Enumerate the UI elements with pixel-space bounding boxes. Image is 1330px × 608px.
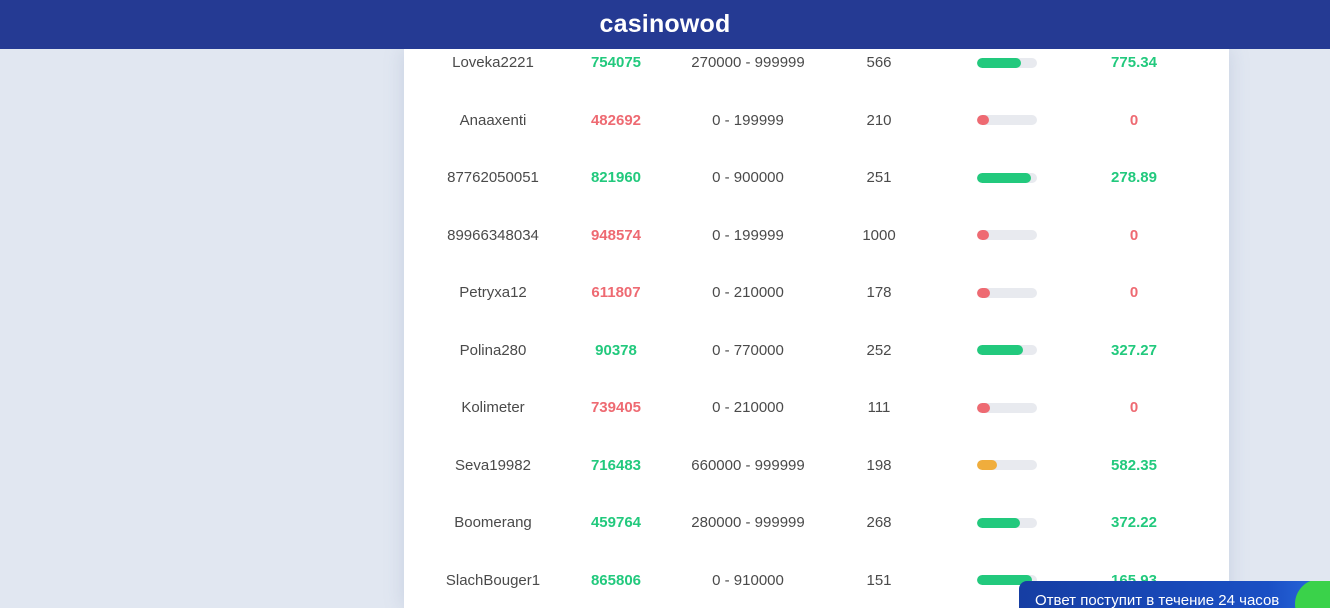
bet-amount: 252 — [866, 341, 892, 359]
toast-message: Ответ поступит в течение 24 часов — [1035, 592, 1280, 608]
rolled-number: 821960 — [590, 169, 642, 186]
games-table: Loveka2221 754075 270000 - 999999 566 775.34… — [404, 49, 1229, 608]
bet-amount: 251 — [866, 169, 892, 186]
progress-fill — [977, 57, 1021, 68]
table-row: 89966348034 948574 0 - 199999 1000 0 — [404, 207, 1229, 264]
table-row: Polina280 90378 0 - 770000 252 327.27 — [404, 322, 1229, 379]
progress-fill — [977, 287, 990, 298]
player-name: 89966348034 — [447, 226, 539, 244]
table-row: Boomerang 459764 280000 - 999999 268 372.22 — [404, 494, 1229, 551]
chance-bar — [969, 379, 1045, 436]
progress-fill — [977, 460, 998, 470]
progress-track — [977, 345, 1037, 355]
bet-range: 280000 - 999999 — [691, 514, 805, 531]
chance-bar — [969, 437, 1045, 494]
progress-fill — [977, 575, 1032, 585]
payout-value: 775.34 — [1111, 54, 1157, 71]
bet-amount: 566 — [866, 54, 892, 71]
chance-bar — [969, 92, 1045, 149]
chance-bar — [969, 149, 1045, 206]
rolled-number: 716483 — [590, 456, 642, 474]
progress-track — [977, 287, 1037, 298]
bet-amount: 268 — [866, 514, 892, 531]
player-name: Polina280 — [459, 341, 527, 359]
bet-range: 0 - 199999 — [712, 226, 784, 244]
rolled-number: 482692 — [590, 111, 642, 129]
progress-track — [977, 575, 1037, 585]
progress-fill — [977, 345, 1024, 355]
progress-fill — [977, 172, 1031, 183]
rolled-number: 611807 — [591, 284, 641, 301]
progress-fill — [977, 230, 989, 240]
bet-amount: 198 — [866, 456, 892, 474]
payout-value: 278.89 — [1111, 169, 1157, 186]
player-name: Petryxa12 — [459, 284, 527, 301]
player-name: Kolimeter — [461, 399, 525, 416]
table-row: Petryxa12 611807 0 - 210000 178 0 — [404, 264, 1229, 321]
chance-bar — [969, 264, 1045, 321]
bet-range: 660000 - 999999 — [691, 456, 805, 474]
progress-track — [977, 115, 1037, 125]
rolled-number: 739405 — [590, 399, 642, 416]
progress-track — [977, 57, 1037, 68]
player-name: SlachBouger1 — [445, 571, 541, 589]
bet-range: 0 - 770000 — [712, 341, 784, 359]
payout-value: 327.27 — [1111, 341, 1157, 359]
bet-amount: 151 — [866, 571, 892, 589]
bet-range: 0 - 910000 — [712, 571, 784, 589]
payout-value: 0 — [1129, 284, 1139, 301]
payout-value: 0 — [1129, 399, 1139, 416]
table-row: Loveka2221 754075 270000 - 999999 566 775.34 — [404, 34, 1229, 91]
progress-track — [977, 402, 1037, 413]
rolled-number: 865806 — [590, 571, 642, 589]
progress-track — [977, 172, 1037, 183]
progress-fill — [977, 115, 989, 125]
progress-track — [977, 230, 1037, 240]
progress-track — [977, 460, 1037, 470]
bet-range: 0 - 210000 — [712, 284, 784, 301]
player-name: Boomerang — [454, 514, 532, 531]
progress-fill — [977, 517, 1021, 528]
chance-bar — [969, 34, 1045, 91]
table-row: Anaaxenti 482692 0 - 199999 210 0 — [404, 92, 1229, 149]
rolled-number: 754075 — [590, 54, 642, 71]
payout-value: 582.35 — [1111, 456, 1157, 474]
bet-amount: 178 — [866, 284, 892, 301]
bet-amount: 111 — [867, 399, 891, 416]
chance-bar — [969, 552, 1045, 608]
player-name: Seva19982 — [455, 456, 531, 474]
bet-range: 0 - 199999 — [712, 111, 784, 129]
player-name: Anaaxenti — [459, 111, 527, 129]
chance-bar — [969, 322, 1045, 379]
rolled-number: 948574 — [590, 226, 642, 244]
player-name: Loveka2221 — [452, 54, 534, 71]
rolled-number: 459764 — [590, 514, 642, 531]
top-header: casinowod — [0, 0, 1330, 49]
bet-amount: 1000 — [862, 226, 896, 244]
chat-bubble-icon[interactable] — [1295, 581, 1330, 608]
payout-value: 0 — [1129, 226, 1139, 244]
support-chat-toast[interactable]: Ответ поступит в течение 24 часов — [1019, 581, 1330, 608]
bet-range: 0 - 900000 — [712, 169, 784, 186]
progress-track — [977, 517, 1037, 528]
payout-value: 0 — [1129, 111, 1139, 129]
rolled-number: 90378 — [595, 341, 637, 359]
payout-value: 372.22 — [1111, 514, 1157, 531]
site-logo-text[interactable]: casinowod — [599, 10, 731, 38]
bet-range: 270000 - 999999 — [691, 54, 805, 71]
chance-bar — [969, 207, 1045, 264]
chance-bar — [969, 494, 1045, 551]
table-row: 87762050051 821960 0 - 900000 251 278.89 — [404, 149, 1229, 206]
table-row: Kolimeter 739405 0 - 210000 111 0 — [404, 379, 1229, 436]
progress-fill — [977, 402, 990, 413]
bet-range: 0 - 210000 — [712, 399, 784, 416]
bet-amount: 210 — [866, 111, 892, 129]
table-row: Seva19982 716483 660000 - 999999 198 582.35 — [404, 437, 1229, 494]
player-name: 87762050051 — [447, 169, 539, 186]
